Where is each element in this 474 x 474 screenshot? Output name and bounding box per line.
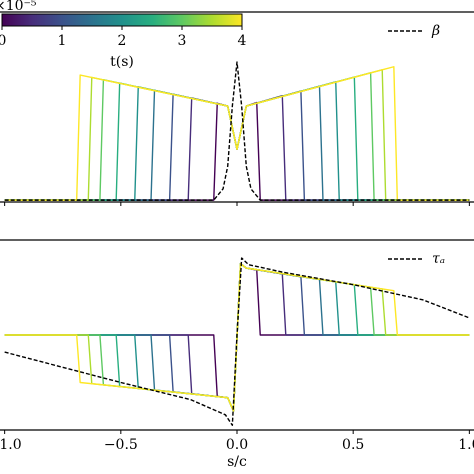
legend-label: β xyxy=(431,23,440,39)
data-line xyxy=(4,257,470,426)
colorbar-exponent: ×10⁻⁵ xyxy=(0,0,37,14)
legend-label: τₐ xyxy=(432,251,445,267)
data-line xyxy=(4,90,470,201)
colorbar-label: t(s) xyxy=(110,54,134,70)
data-line xyxy=(4,101,470,201)
data-line xyxy=(4,76,470,201)
x-tick-label: 0.0 xyxy=(226,437,248,453)
colorbar xyxy=(1,13,243,27)
colorbar-tick-label: 0 xyxy=(0,33,6,49)
data-line xyxy=(4,85,470,201)
data-line xyxy=(4,72,470,201)
colorbar-tick-label: 3 xyxy=(178,33,187,49)
x-axis-label: s/c xyxy=(227,454,247,470)
data-line xyxy=(4,61,470,201)
x-tick-label: 1.0 xyxy=(458,437,474,453)
colorbar-tick-label: 1 xyxy=(58,33,67,49)
x-tick-label: −1.0 xyxy=(0,437,22,453)
x-tick-label: −0.5 xyxy=(104,437,138,453)
data-line xyxy=(4,66,470,201)
x-tick-label: 0.5 xyxy=(342,437,364,453)
data-line xyxy=(4,69,470,201)
data-line xyxy=(4,81,470,201)
colorbar-tick-label: 4 xyxy=(238,33,247,49)
colorbar-tick-label: 2 xyxy=(118,33,127,49)
